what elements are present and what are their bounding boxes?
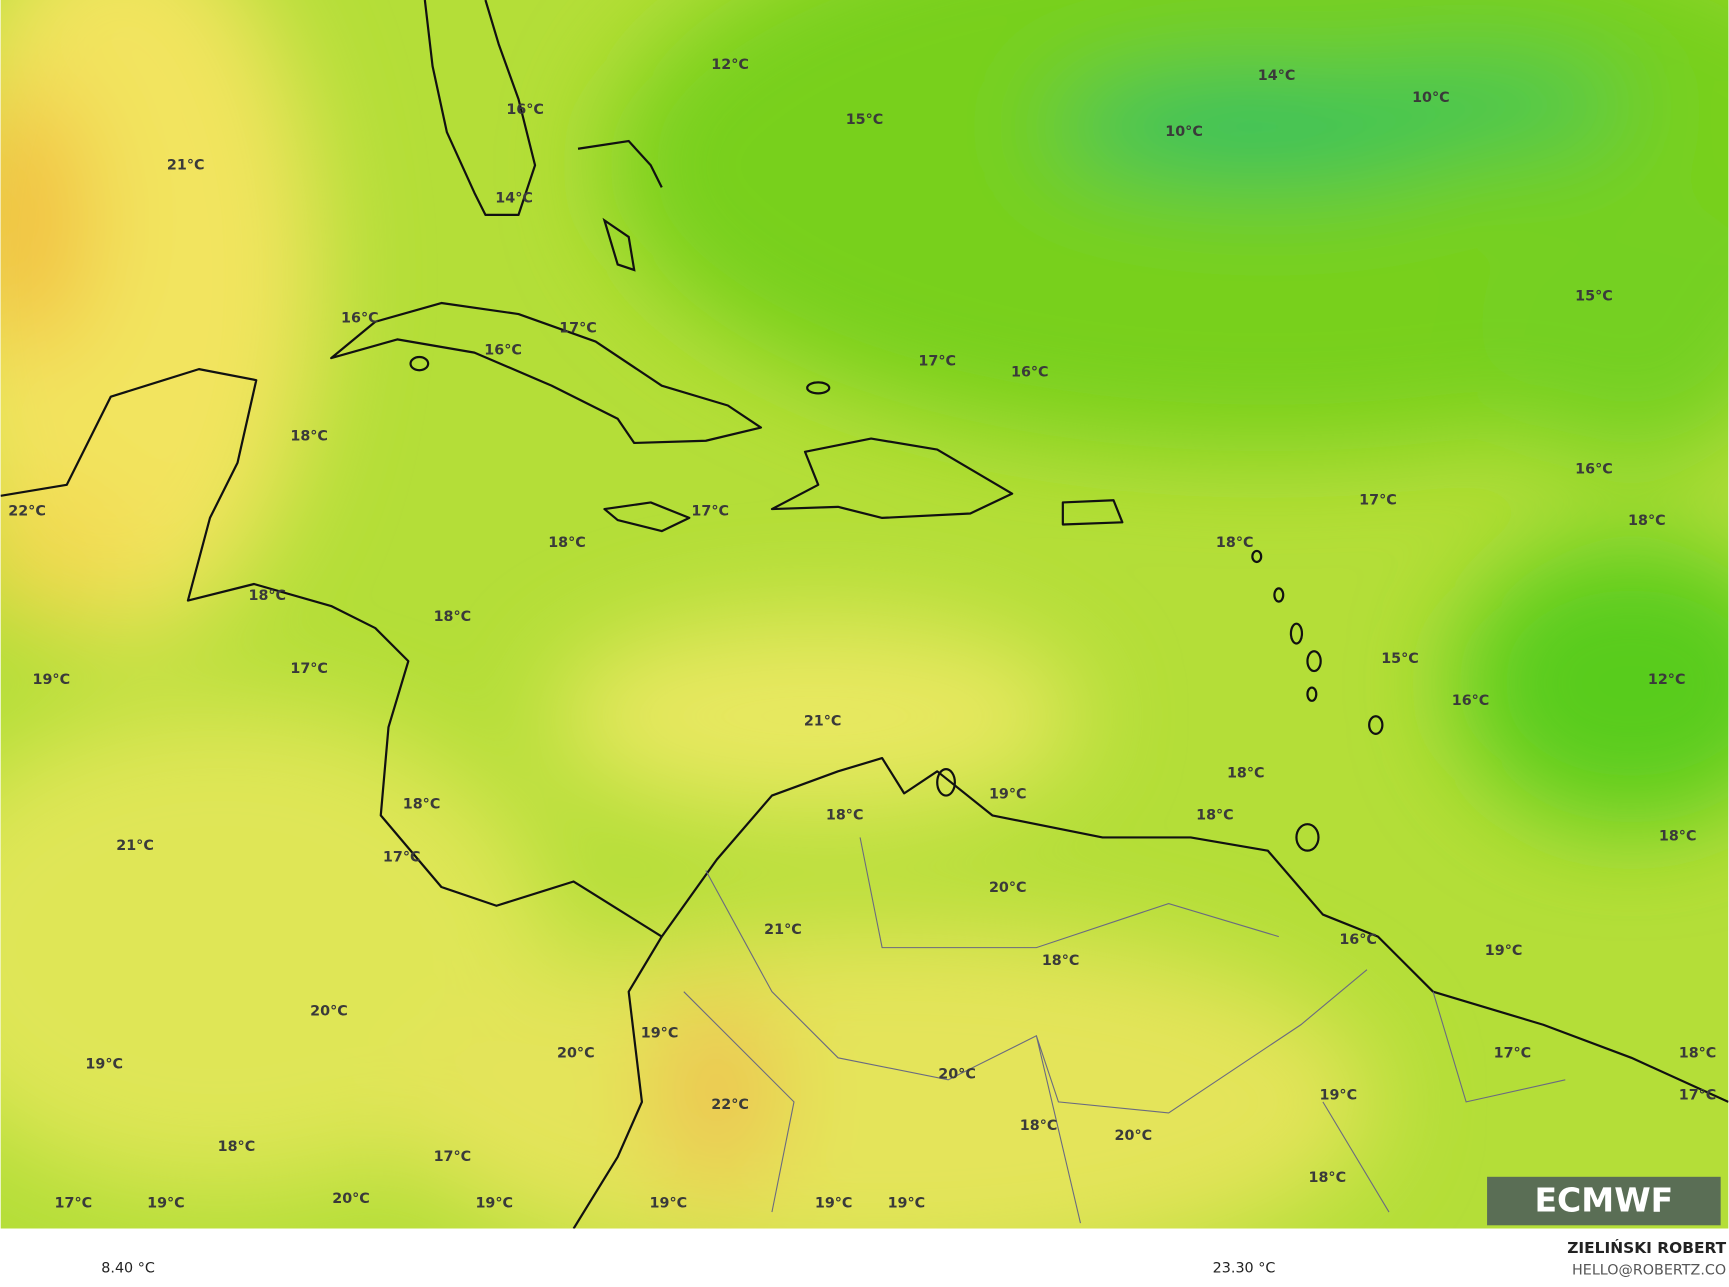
temp-label: 16°C [341, 310, 379, 326]
temp-label: 17°C [383, 849, 421, 865]
temp-label: 18°C [1196, 807, 1234, 823]
temp-label: 20°C [938, 1066, 976, 1082]
credit-contact: HELLO@ROBERTZ.CO [1572, 1262, 1726, 1278]
temp-label: 18°C [218, 1139, 256, 1155]
logo-box [1487, 1176, 1721, 1226]
temp-label: 18°C [1020, 1118, 1058, 1134]
islands [409, 139, 1384, 852]
temp-label: 15°C [1381, 651, 1419, 667]
temp-label: 19°C [641, 1026, 679, 1042]
temp-label: 19°C [85, 1056, 123, 1072]
temp-label: 16°C [506, 102, 544, 118]
temp-label: 21°C [764, 922, 802, 938]
temp-label: 17°C [55, 1195, 93, 1211]
temp-label: 12°C [711, 57, 749, 73]
jamaica [603, 501, 691, 533]
temp-label: 19°C [1485, 943, 1523, 959]
temp-label: 16°C [1339, 932, 1377, 948]
temp-label: 18°C [248, 588, 286, 604]
temp-label: 22°C [711, 1097, 749, 1113]
temp-label: 18°C [1659, 828, 1697, 844]
temp-label: 19°C [475, 1195, 513, 1211]
temp-label: 17°C [1359, 492, 1397, 508]
temp-label: 20°C [310, 1004, 348, 1020]
temp-label: 14°C [495, 190, 533, 206]
temp-label: 10°C [1165, 124, 1203, 140]
temp-label: 18°C [548, 535, 586, 551]
temp-label: 20°C [332, 1191, 370, 1207]
borders [683, 837, 1566, 1224]
temp-label: 21°C [116, 838, 154, 854]
temp-label: 18°C [1679, 1045, 1717, 1061]
temp-label: 20°C [1115, 1128, 1153, 1144]
temp-label: 19°C [888, 1195, 926, 1211]
temp-label: 17°C [290, 661, 328, 677]
temp-label: 17°C [1494, 1045, 1532, 1061]
cuba [330, 301, 763, 445]
temp-label: 18°C [403, 796, 441, 812]
temp-label: 19°C [650, 1195, 688, 1211]
temp-label: 12°C [1648, 672, 1686, 688]
south-america-north [660, 756, 1729, 1103]
colorbar-min-label: 8.40 °C [101, 1260, 155, 1276]
temp-label: 17°C [559, 320, 597, 336]
temp-label: 17°C [1679, 1087, 1717, 1103]
temp-label: 17°C [691, 503, 729, 519]
temp-label: 16°C [1452, 693, 1490, 709]
temp-label: 16°C [1011, 364, 1049, 380]
temp-label: 21°C [167, 157, 205, 173]
temp-label: 18°C [826, 807, 864, 823]
florida [423, 0, 537, 216]
logo: ECMWF [1534, 1181, 1673, 1220]
temp-label: 18°C [290, 428, 328, 444]
central-america [0, 368, 663, 938]
temp-label: 16°C [484, 342, 522, 358]
temp-label: 18°C [1309, 1170, 1347, 1186]
temp-label: 18°C [1216, 535, 1254, 551]
temp-label: 14°C [1258, 68, 1296, 84]
temperature-labels: 12°C 14°C 10°C 16°C 15°C 10°C 21°C 14°C 15°C 16°C… [8, 57, 1716, 1211]
temp-label: 19°C [147, 1195, 185, 1211]
temp-label: 15°C [1575, 288, 1613, 304]
temp-label: 18°C [1042, 953, 1080, 969]
colorbar-max-label: 23.30 °C [1213, 1260, 1276, 1276]
temp-label: 15°C [846, 112, 884, 128]
temp-label: 19°C [1320, 1087, 1358, 1103]
credit-author: ZIELIŃSKI ROBERT [1567, 1238, 1726, 1257]
temp-label: 21°C [804, 714, 842, 730]
temp-label: 10°C [1412, 90, 1450, 106]
hispaniola [770, 437, 1014, 519]
puerto-rico [1061, 499, 1124, 526]
temp-label: 18°C [1628, 513, 1666, 529]
south-america-west [572, 936, 663, 1229]
temp-label: 18°C [1227, 766, 1265, 782]
coastlines [0, 0, 1729, 1229]
temp-label: 19°C [33, 672, 71, 688]
temp-label: 22°C [8, 503, 46, 519]
temp-label: 18°C [434, 609, 472, 625]
temp-label: 20°C [989, 880, 1027, 896]
temp-label: 20°C [557, 1045, 595, 1061]
temp-label: 16°C [1575, 461, 1613, 477]
temp-label: 17°C [434, 1149, 472, 1165]
temp-label: 19°C [989, 786, 1027, 802]
footer [0, 1228, 1729, 1287]
temp-label: 19°C [815, 1195, 853, 1211]
temp-label: 17°C [918, 353, 956, 369]
